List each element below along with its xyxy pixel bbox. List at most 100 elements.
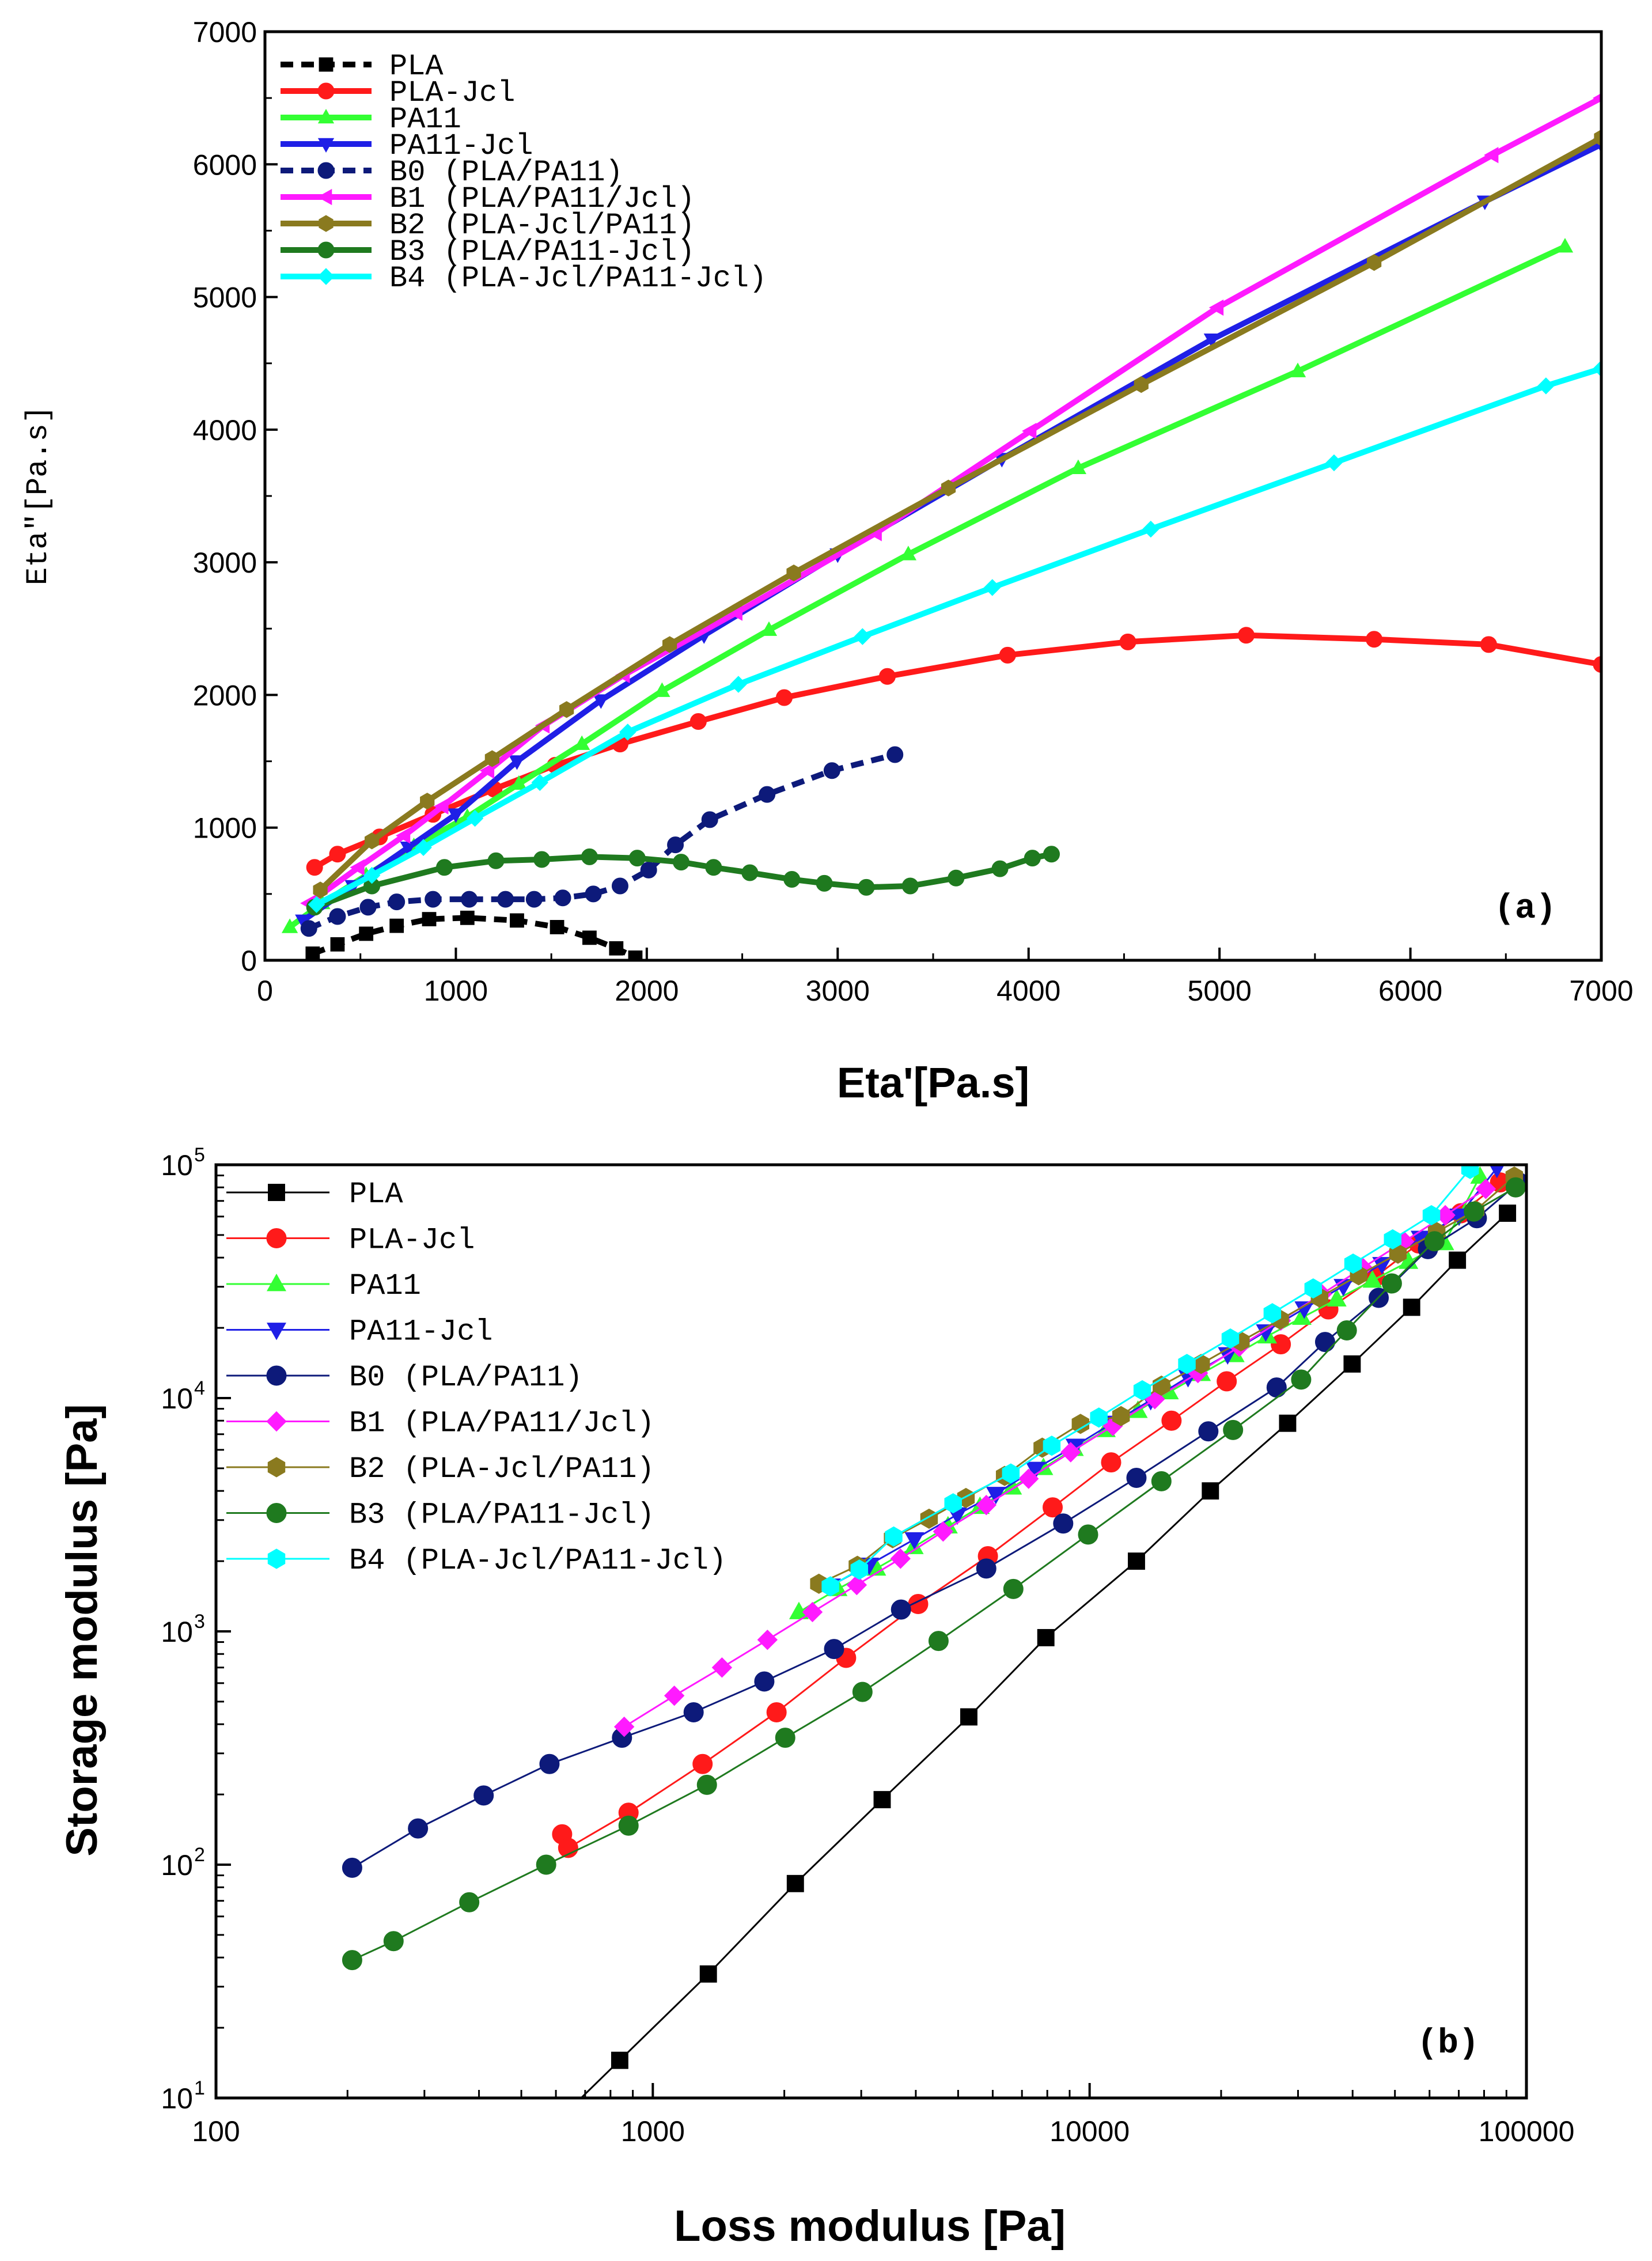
chart-a-xtick-label: 4000 [996, 975, 1060, 1007]
chart-b-point-pa11-jcl [1025, 1461, 1045, 1480]
chart-a-point-b0-pla-pa11 [359, 899, 377, 916]
chart-a-point-pla-jcl [689, 713, 707, 730]
chart-a-point-pla [460, 910, 475, 925]
chart-b-point-b0-pla-pa11 [683, 1702, 704, 1722]
chart-b-point-pa11 [1362, 1270, 1382, 1288]
chart-b-point-b4-pla-jcl-pa11-jcl [821, 1576, 839, 1597]
chart-a-point-b3-pla-pa11-jcl [858, 878, 875, 896]
chart-a-point-b0-pla-pa11 [525, 891, 543, 908]
chart-a-point-pla-jcl [1366, 631, 1383, 648]
chart-a-point-pla-jcl [1119, 633, 1136, 650]
chart-b-xtick-label: 100000 [1479, 2115, 1575, 2148]
chart-b-point-pla-jcl [1043, 1497, 1063, 1518]
chart-b-ytick-exponent: 3 [194, 1611, 205, 1633]
chart-b-point-b3-pla-pa11-jcl [1336, 1320, 1357, 1341]
chart-b-panel-label: (b) [1417, 2024, 1479, 2063]
chart-a-legend-marker [319, 215, 334, 232]
chart-a-point-b0-pla-pa11 [388, 893, 406, 911]
chart-a-ytick-label: 3000 [193, 547, 257, 579]
chart-b-point-b1-pla-pa11-jcl [890, 1548, 911, 1569]
chart-a-point-pla [389, 918, 404, 933]
chart-a-point-b3-pla-pa11-jcl [1043, 846, 1060, 863]
chart-a-ytick-label: 1000 [193, 812, 257, 844]
chart-b-point-pa11 [1292, 1307, 1312, 1325]
chart-b-point-pla-jcl [1271, 1334, 1291, 1355]
chart-a-point-b3-pla-pa11-jcl [705, 859, 722, 876]
chart-b-point-b1-pla-pa11-jcl [976, 1494, 996, 1516]
chart-b-legend-label: B3 (PLA/PA11-Jcl) [349, 1498, 655, 1532]
chart-a-point-pla [609, 941, 624, 956]
chart-a-point-b4-pla-jcl-pa11-jcl [619, 724, 636, 741]
chart-b-point-b4-pla-jcl-pa11-jcl [1304, 1278, 1323, 1299]
chart-b-point-b4-pla-jcl-pa11-jcl [1043, 1436, 1061, 1456]
chart-a-point-b0-pla-pa11 [461, 891, 478, 908]
chart-b-point-b3-pla-pa11-jcl [1223, 1419, 1244, 1440]
chart-b-legend-label: PLA [349, 1177, 403, 1211]
chart-a-point-pa11 [760, 621, 778, 636]
chart-b-point-pla [873, 1791, 891, 1809]
chart-a-point-pa11-jcl [448, 808, 464, 823]
chart-b-xtick-label: 100 [192, 2115, 240, 2148]
chart-b-point-b0-pla-pa11 [754, 1671, 775, 1692]
chart-b-point-b4-pla-jcl-pa11-jcl [944, 1493, 962, 1514]
chart-a-legend-marker [317, 82, 335, 100]
chart-a-point-pa11 [281, 918, 298, 933]
chart-a-legend-item-pla-jcl: PLA-Jcl [281, 76, 515, 110]
chart-b-legend-marker [268, 1184, 285, 1201]
chart-a-ytick-label: 6000 [193, 149, 257, 181]
chart-a-point-b1-pla-pa11-jcl [1022, 423, 1037, 440]
chart-b-point-b1-pla-pa11-jcl [613, 1716, 635, 1737]
chart-a-ytick-label: 0 [241, 945, 257, 977]
chart-a-series-b2-pla-jcl-pa11 [313, 129, 1601, 899]
chart-a-point-b3-pla-pa11-jcl [673, 854, 690, 871]
chart-b-point-b4-pla-jcl-pa11-jcl [1090, 1407, 1108, 1428]
chart-a-point-b0-pla-pa11 [640, 861, 657, 878]
chart-b-point-pla [1449, 1251, 1467, 1269]
chart-a-point-pla [422, 912, 437, 927]
chart-b-point-b3-pla-pa11-jcl [1381, 1273, 1402, 1294]
chart-b-point-pla [1202, 1482, 1219, 1500]
chart-b-point-b3-pla-pa11-jcl [1505, 1177, 1526, 1198]
chart-b-point-pla-jcl [766, 1702, 787, 1722]
chart-b-point-pla [1128, 1552, 1145, 1570]
chart-a-point-pa11-jcl [593, 694, 609, 709]
chart-a-point-b0-pla-pa11 [497, 891, 514, 908]
chart-a-point-b0-pla-pa11 [585, 885, 602, 903]
chart-a-point-pla-jcl [306, 859, 323, 876]
chart-b-point-b0-pla-pa11 [408, 1818, 429, 1839]
chart-a-point-b2-pla-jcl-pa11 [786, 564, 801, 582]
chart-b-point-b0-pla-pa11 [1198, 1421, 1219, 1442]
chart-a-point-b0-pla-pa11 [611, 877, 628, 895]
chart-b-point-b3-pla-pa11-jcl [775, 1728, 795, 1748]
chart-a-point-pa11 [1289, 362, 1306, 377]
chart-b-point-pla [699, 1965, 717, 1983]
chart-a-point-b4-pla-jcl-pa11-jcl [984, 579, 1001, 596]
chart-b-point-b4-pla-jcl-pa11-jcl [1263, 1303, 1282, 1324]
chart-a-legend-item-pa11: PA11 [281, 103, 461, 137]
chart-a-point-b4-pla-jcl-pa11-jcl [363, 866, 381, 884]
chart-b-point-b1-pla-pa11-jcl [846, 1574, 867, 1596]
chart-b-point-b3-pla-pa11-jcl [928, 1631, 949, 1652]
chart-b-point-b0-pla-pa11 [1126, 1468, 1147, 1489]
chart-b-point-b4-pla-jcl-pa11-jcl [1422, 1205, 1441, 1226]
chart-a-point-pla [550, 920, 564, 934]
chart-b-point-b0-pla-pa11 [1053, 1513, 1074, 1534]
chart-b-legend-item-pla: PLA [226, 1177, 403, 1211]
chart-b-point-b1-pla-pa11-jcl [1060, 1442, 1081, 1463]
chart-a-point-b4-pla-jcl-pa11-jcl [1325, 454, 1343, 472]
chart-a-legend-label: PLA-Jcl [389, 76, 515, 110]
chart-b-legend-marker [267, 1457, 286, 1478]
chart-b-ytick-exponent: 2 [194, 1844, 205, 1866]
chart-b-legend-item-pa11: PA11 [226, 1269, 421, 1303]
chart-b-ytick-exponent: 1 [194, 2077, 205, 2099]
chart-b-point-b3-pla-pa11-jcl [1424, 1231, 1445, 1252]
chart-b-line-b4-pla-jcl-pa11-jcl [829, 1168, 1471, 1588]
chart-a-series-b4-pla-jcl-pa11-jcl [308, 360, 1601, 913]
chart-b-ytick-label: 10 [161, 1149, 193, 1181]
chart-a-point-b2-pla-jcl-pa11 [484, 750, 500, 767]
chart-b-legend-item-b4-pla-jcl-pa11-jcl: B4 (PLA-Jcl/PA11-Jcl) [226, 1544, 726, 1578]
chart-a-legend-label: PA11-Jcl [389, 129, 533, 163]
chart-a-line-pa11-jcl [301, 142, 1601, 923]
chart-b-point-b0-pla-pa11 [342, 1857, 362, 1878]
chart-b-legend: PLA PLA-Jcl PA11 PA11-Jcl B0 (PLA/PA11) B1 (P… [226, 1177, 726, 1578]
